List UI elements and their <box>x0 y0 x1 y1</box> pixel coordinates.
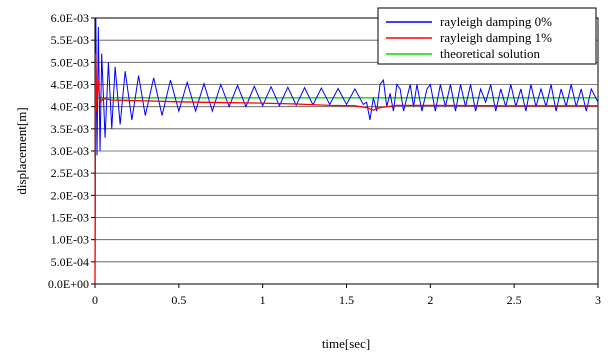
y-tick-label: 0.0E+00 <box>48 277 89 291</box>
series-layer <box>94 17 599 285</box>
y-tick-label: 1.0E-03 <box>51 233 89 247</box>
x-tick-label: 1.5 <box>339 293 354 307</box>
y-tick-label: 2.0E-03 <box>51 188 89 202</box>
y-tick-label: 6.0E-03 <box>51 11 89 25</box>
x-tick-label: 2 <box>427 293 433 307</box>
y-tick-label: 5.5E-03 <box>51 33 89 47</box>
y-tick-label: 3.5E-03 <box>51 122 89 136</box>
y-ticks: 0.0E+00 5.0E-04 1.0E-03 1.5E-03 2.0E-03 2.5E-… <box>48 11 95 291</box>
y-tick-label: 5.0E-03 <box>51 55 89 69</box>
legend: rayleigh damping 0%rayleigh damping 1%th… <box>377 7 597 65</box>
x-tick-label: 3 <box>595 293 601 307</box>
legend-item-damping-0-label: rayleigh damping 0% <box>440 14 552 29</box>
legend-item-damping-1-label: rayleigh damping 1% <box>440 30 552 45</box>
legend-item-theoretical-label: theoretical solution <box>440 46 541 61</box>
y-tick-label: 4.0E-03 <box>51 100 89 114</box>
x-tick-label: 0.5 <box>171 293 186 307</box>
series-line-damping-0 <box>94 17 599 285</box>
y-axis-label: displacement[m] <box>14 107 29 194</box>
y-tick-label: 5.0E-04 <box>51 255 89 269</box>
x-ticks: 0 0.5 1 1.5 2 2.5 3 <box>92 284 601 307</box>
y-tick-label: 1.5E-03 <box>51 211 89 225</box>
x-tick-label: 1 <box>260 293 266 307</box>
y-tick-label: 3.0E-03 <box>51 144 89 158</box>
x-tick-label: 0 <box>92 293 98 307</box>
y-tick-label: 2.5E-03 <box>51 166 89 180</box>
gridlines <box>95 39 598 263</box>
x-axis-label: time[sec] <box>322 336 370 351</box>
series-line-damping-1 <box>94 53 598 285</box>
x-tick-label: 2.5 <box>507 293 522 307</box>
y-tick-label: 4.5E-03 <box>51 78 89 92</box>
